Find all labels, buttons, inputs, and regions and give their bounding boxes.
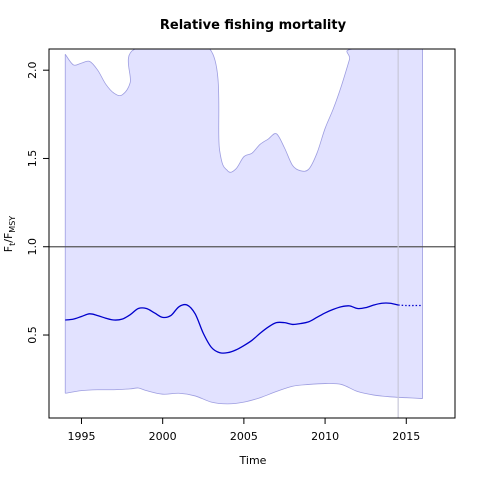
x-tick-label: 1995 <box>67 430 95 443</box>
y-tick-label: 0.5 <box>26 326 39 344</box>
y-axis-label: Ft/FMSY <box>2 216 17 252</box>
y-tick-label: 1.0 <box>26 238 39 256</box>
plot-frame <box>48 48 456 419</box>
y-axis-label-sub2: MSY <box>8 216 17 233</box>
chart-title: Relative fishing mortality <box>160 18 347 33</box>
plot-area <box>49 49 455 418</box>
upper-bound-line <box>64 49 423 173</box>
prediction-line <box>398 304 423 307</box>
y-axis-label-base: F <box>2 246 15 252</box>
x-tick-label: 2000 <box>149 430 177 443</box>
axis-layer: 1995 2000 2005 2010 2015 0.5 1.0 1.5 2.0 <box>26 48 456 443</box>
y-axis-label-sub1: t <box>8 243 17 246</box>
plot-layer <box>49 49 455 418</box>
x-tick-label: 2015 <box>392 430 420 443</box>
confidence-band <box>65 49 423 404</box>
y-tick-label: 2.0 <box>26 61 39 79</box>
lower-bound-line <box>65 383 423 405</box>
estimate-line <box>65 302 399 354</box>
y-axis-label-mid: /F <box>2 233 15 243</box>
x-axis-label: Time <box>239 454 267 467</box>
x-tick-label: 2005 <box>230 430 258 443</box>
x-tick-label: 2010 <box>311 430 339 443</box>
y-tick-label: 1.5 <box>26 150 39 168</box>
